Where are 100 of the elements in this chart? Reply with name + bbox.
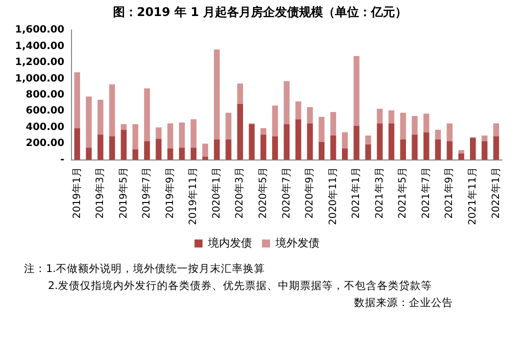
y-tick-label: 800.00 — [26, 90, 64, 101]
bar — [423, 114, 430, 132]
x-tick-label: 2020年3月 — [234, 166, 246, 219]
bar — [400, 140, 406, 160]
bar — [272, 136, 278, 160]
bar — [202, 144, 208, 157]
bar — [144, 141, 150, 160]
y-tick-label: - — [60, 154, 64, 166]
y-tick-label: 1,400.00 — [14, 40, 64, 52]
bar — [354, 126, 360, 160]
x-tick-label: 2021年3月 — [373, 166, 386, 219]
bar — [376, 108, 383, 124]
y-tick-label: 600.00 — [26, 106, 64, 117]
bar — [248, 124, 255, 160]
bar — [435, 130, 441, 140]
bar — [458, 150, 464, 154]
bar — [295, 101, 302, 120]
bar — [307, 107, 313, 124]
x-tick-label: 2020年1月 — [210, 166, 222, 219]
x-tick-label: 2019年5月 — [117, 166, 130, 219]
bar — [260, 128, 266, 135]
bar — [226, 140, 232, 160]
x-tick-label: 2022年1月 — [490, 166, 502, 219]
source-note: 数据来源：企业公告 — [353, 296, 454, 311]
bar — [74, 128, 80, 160]
bar — [470, 138, 476, 160]
bar — [435, 140, 441, 160]
y-tick-label: 200.00 — [26, 138, 64, 150]
bar — [98, 134, 104, 160]
legend-label: 境内发债 — [207, 236, 252, 250]
bar — [342, 148, 348, 160]
bar — [446, 123, 453, 142]
bar — [132, 149, 138, 160]
y-tick-label: 1,000.00 — [14, 73, 64, 84]
bar — [318, 142, 324, 160]
bar — [493, 123, 500, 136]
bar — [376, 123, 383, 160]
x-tick-label: 2019年1月 — [70, 166, 83, 219]
bar — [86, 148, 92, 160]
bar — [190, 119, 196, 148]
bar — [295, 119, 302, 160]
bar — [388, 123, 394, 160]
bar — [226, 112, 232, 140]
x-tick-label: 2020年5月 — [256, 166, 269, 219]
bar — [272, 105, 278, 136]
x-tick-label: 2020年7月 — [280, 166, 292, 219]
bar — [365, 144, 372, 160]
bar — [156, 138, 162, 160]
x-tick-label: 2021年7月 — [420, 166, 432, 219]
bar — [214, 49, 220, 140]
y-tick-label: 1,600.00 — [14, 24, 64, 36]
x-tick-label: 2021年1月 — [350, 166, 362, 219]
chart-title: 图：2019 年 1 月起各月房企发债规模（单位：亿元） — [112, 4, 408, 21]
bar — [237, 84, 244, 104]
x-tick-label: 2021年11月 — [466, 166, 478, 226]
y-tick-label: 1,200.00 — [14, 57, 64, 68]
bar — [109, 84, 115, 136]
bar — [412, 134, 418, 160]
x-tick-label: 2019年7月 — [140, 166, 153, 219]
bar — [482, 141, 488, 160]
x-tick-label: 2019年9月 — [164, 166, 176, 219]
bar — [330, 135, 336, 160]
x-tick-label: 2020年9月 — [304, 166, 316, 219]
bar — [120, 130, 127, 160]
bar — [156, 127, 162, 139]
bar — [109, 136, 115, 160]
bar — [388, 110, 394, 124]
bar — [214, 140, 220, 160]
bar — [482, 135, 488, 142]
bar — [179, 122, 185, 148]
bar — [307, 123, 313, 160]
bar — [493, 136, 500, 160]
bar — [400, 112, 406, 140]
bar — [342, 132, 348, 148]
bar — [190, 148, 196, 160]
bar — [318, 116, 324, 142]
y-tick-label: 400.00 — [26, 122, 64, 133]
bar — [423, 132, 430, 160]
legend-label: 境外发债 — [274, 236, 320, 250]
x-tick-label: 2019年3月 — [94, 166, 106, 219]
bar — [446, 141, 453, 160]
bar — [365, 135, 372, 144]
bar — [144, 88, 150, 142]
text: 2.发债仅指境内外发行的各类债券、优先票据、中期票据等，不包含各类贷款等 — [47, 279, 434, 294]
bar — [330, 112, 336, 136]
bar — [237, 104, 244, 160]
x-tick-label: 2019年11月 — [187, 166, 200, 226]
text: 注：1.不做额外说明，境外债统一按月末汇率换算 — [24, 262, 266, 277]
bar — [284, 124, 290, 160]
x-tick-label: 2020年11月 — [326, 166, 339, 226]
x-tick-label: 2021年9月 — [443, 166, 456, 219]
bar — [132, 124, 138, 150]
bar — [284, 81, 290, 124]
bar — [354, 56, 360, 126]
bar — [167, 148, 174, 160]
bar — [98, 100, 104, 135]
bar — [167, 123, 174, 148]
bar — [74, 72, 80, 128]
x-tick-label: 2021年5月 — [396, 166, 409, 219]
bar — [120, 124, 127, 130]
